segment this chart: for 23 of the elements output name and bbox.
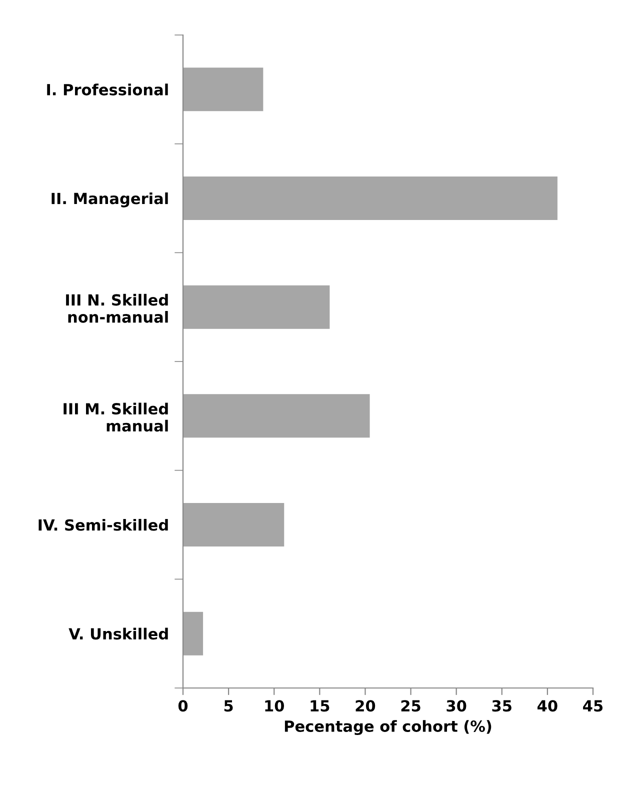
bar	[183, 68, 264, 112]
x-tick-label: 25	[401, 700, 420, 712]
y-tick-label: II. Managerial	[52, 192, 168, 208]
x-tick-label: 40	[538, 700, 558, 712]
y-tick-label: III N. Skilled non-manual	[66, 294, 168, 323]
x-tick-label: 30	[446, 700, 466, 712]
y-tick-label: III M. Skilled manual	[64, 402, 168, 432]
x-tick-label: 15	[310, 700, 330, 712]
bar	[183, 394, 370, 438]
x-tick-label: 0	[178, 700, 188, 712]
y-tick-label: I. Professional	[47, 84, 168, 96]
x-tick-label: 10	[265, 700, 284, 712]
y-tick-label: V. Unskilled	[68, 628, 168, 640]
x-tick-label: 35	[492, 700, 512, 712]
bar	[183, 612, 204, 656]
y-tick-label: IV. Semi-skilled	[38, 518, 168, 531]
bar	[183, 176, 558, 220]
bar	[183, 502, 284, 547]
bar	[183, 285, 330, 329]
x-tick-label: 20	[356, 700, 376, 712]
x-tick-label: 5	[224, 700, 233, 712]
x-axis-title: Pecentage of cohort (%)	[284, 720, 492, 736]
x-tick-label: 45	[583, 700, 603, 712]
